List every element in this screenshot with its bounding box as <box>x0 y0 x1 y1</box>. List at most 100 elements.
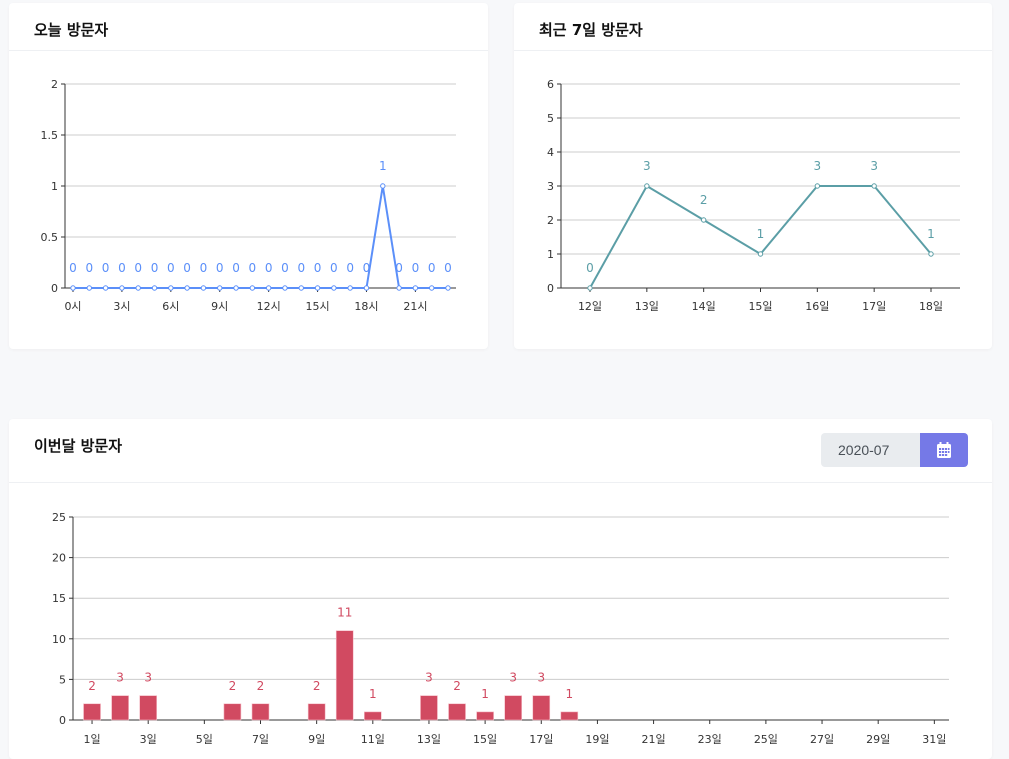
data-point[interactable] <box>700 217 707 223</box>
data-label: 0 <box>167 261 175 275</box>
month-input[interactable] <box>821 433 920 467</box>
data-point[interactable] <box>380 183 386 189</box>
y-tick-label: 25 <box>52 511 66 524</box>
data-label: 2 <box>313 679 321 693</box>
data-point[interactable] <box>184 285 190 291</box>
data-point[interactable] <box>331 285 337 291</box>
data-point[interactable] <box>396 285 402 291</box>
data-label: 0 <box>314 261 322 275</box>
data-point[interactable] <box>200 285 207 291</box>
data-point[interactable] <box>282 285 288 291</box>
calendar-icon <box>937 442 951 458</box>
monthly-visitors-card: 이번달 방문자 05101520251일233일35일27일29일21111일1… <box>9 419 992 759</box>
data-point[interactable] <box>217 285 223 291</box>
data-label: 1 <box>927 227 935 241</box>
data-point[interactable] <box>135 285 141 291</box>
x-tick-label: 12일 <box>578 299 602 313</box>
bar[interactable] <box>364 711 382 721</box>
bar[interactable] <box>251 703 270 721</box>
data-label: 3 <box>509 671 517 685</box>
data-label: 3 <box>537 671 545 685</box>
data-label: 0 <box>412 261 420 275</box>
y-tick-label: 1.5 <box>41 129 59 142</box>
data-point[interactable] <box>814 183 821 189</box>
card-title: 오늘 방문자 <box>34 21 109 39</box>
bar[interactable] <box>111 695 129 721</box>
bar[interactable] <box>532 695 551 721</box>
y-tick-label: 5 <box>59 673 66 686</box>
x-tick-label: 18일 <box>919 299 943 313</box>
weekly-visitors-chart: 0 1 2 3 4 5 6 12일 13일 14일 15일 16일 17일 18일 0 3 2 1 3 3 1 <box>547 78 960 313</box>
data-point[interactable] <box>347 285 353 291</box>
x-tick-label: 9시 <box>211 300 228 313</box>
data-label: 3 <box>870 159 878 173</box>
calendar-button[interactable] <box>920 433 968 467</box>
data-label: 0 <box>200 261 208 275</box>
data-point[interactable] <box>298 285 304 291</box>
bar[interactable] <box>476 711 494 721</box>
data-point[interactable] <box>265 285 272 291</box>
bar[interactable] <box>560 711 579 721</box>
data-label: 0 <box>281 261 289 275</box>
data-point[interactable] <box>86 285 93 291</box>
x-tick-label: 15시 <box>306 300 330 313</box>
data-point[interactable] <box>644 183 650 189</box>
data-label: 2 <box>257 679 265 693</box>
data-point[interactable] <box>168 285 174 291</box>
data-label: 0 <box>330 261 338 275</box>
data-point[interactable] <box>412 285 419 291</box>
monthly-visitors-chart: 05101520251일233일35일27일29일21111일113일3215일… <box>52 511 949 746</box>
x-tick-label: 17일 <box>862 299 886 313</box>
x-tick-label: 19일 <box>585 732 609 746</box>
card-title: 최근 7일 방문자 <box>539 21 643 39</box>
x-tick-label: 1일 <box>83 732 100 746</box>
x-tick-label: 13일 <box>417 732 441 746</box>
data-point[interactable] <box>70 285 76 291</box>
bar[interactable] <box>139 695 157 721</box>
x-tick-label: 3일 <box>140 732 157 746</box>
data-point[interactable] <box>928 251 934 257</box>
bar[interactable] <box>223 703 242 721</box>
bar[interactable] <box>504 695 522 721</box>
x-tick-label: 6시 <box>162 300 179 313</box>
bar[interactable] <box>335 630 354 721</box>
data-label: 0 <box>586 261 594 275</box>
data-label: 0 <box>102 261 110 275</box>
data-point[interactable] <box>445 285 451 291</box>
data-point[interactable] <box>757 251 764 257</box>
weekly-visitors-card: 최근 7일 방문자 0 1 2 3 4 5 6 12일 13일 14일 15일 16일 17일 18일 0 3… <box>514 3 992 349</box>
x-tick-label: 15일 <box>748 299 772 313</box>
y-tick-label: 2 <box>51 78 58 91</box>
bar[interactable] <box>420 695 438 721</box>
x-tick-label: 13일 <box>635 299 659 313</box>
x-tick-label: 15일 <box>473 732 497 746</box>
data-point[interactable] <box>363 285 370 291</box>
bar[interactable] <box>448 703 466 721</box>
data-point[interactable] <box>314 285 321 291</box>
y-tick-label: 6 <box>547 78 554 91</box>
x-tick-label: 3시 <box>113 300 130 313</box>
data-point[interactable] <box>102 285 109 291</box>
data-point[interactable] <box>871 183 877 189</box>
x-tick-label: 11일 <box>361 732 385 746</box>
data-label: 1 <box>369 687 377 701</box>
bar[interactable] <box>307 703 326 721</box>
data-label: 1 <box>379 159 387 173</box>
data-point[interactable] <box>428 285 435 291</box>
data-point[interactable] <box>587 285 593 291</box>
data-point[interactable] <box>151 285 158 291</box>
card-title: 이번달 방문자 <box>34 437 123 455</box>
y-tick-label: 1 <box>547 248 554 261</box>
data-label: 0 <box>346 261 354 275</box>
data-point[interactable] <box>233 285 239 291</box>
data-point[interactable] <box>119 285 125 291</box>
data-label: 0 <box>232 261 240 275</box>
data-point[interactable] <box>249 285 256 291</box>
data-label: 0 <box>69 261 77 275</box>
data-label: 0 <box>151 261 159 275</box>
data-label: 1 <box>481 687 489 701</box>
bar[interactable] <box>83 703 101 721</box>
x-tick-label: 21시 <box>403 300 427 313</box>
y-tick-label: 0 <box>59 714 66 727</box>
